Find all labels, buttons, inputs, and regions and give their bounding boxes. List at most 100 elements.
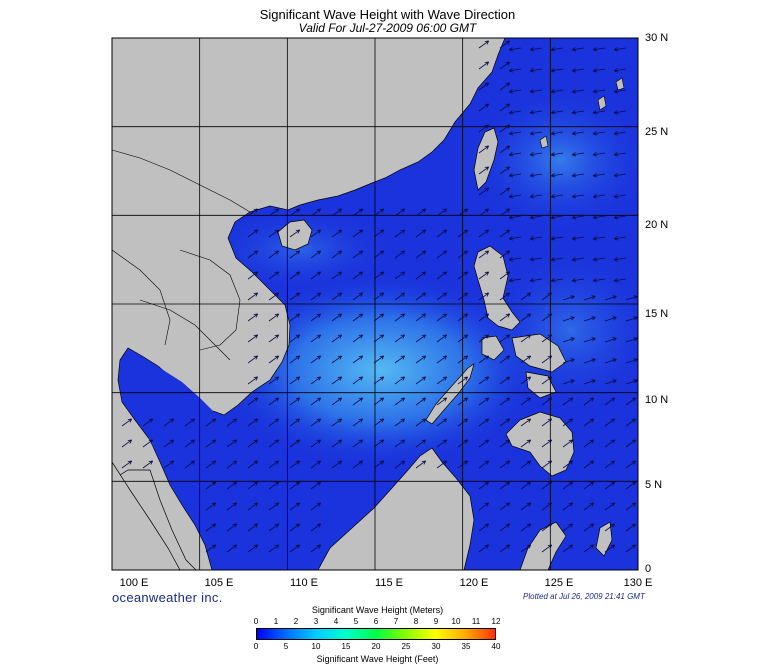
wave-direction-arrow (436, 376, 448, 385)
wave-direction-arrow (436, 208, 448, 217)
lat-label-0: 0 (645, 563, 652, 575)
feet-tick-label: 40 (491, 642, 501, 651)
feet-tick-label: 0 (253, 642, 259, 651)
wave-direction-arrow (499, 40, 511, 49)
wave-direction-arrow (550, 68, 564, 73)
wave-direction-arrow (613, 215, 627, 220)
wave-direction-arrow (541, 481, 553, 490)
wave-direction-arrow (310, 208, 322, 217)
wave-direction-arrow (394, 271, 406, 280)
wave-direction-arrow (331, 397, 343, 406)
wave-direction-arrow (310, 229, 322, 238)
wave-direction-arrow (520, 439, 532, 448)
wave-direction-arrow (571, 194, 585, 199)
lat-label-25n: 25 N (645, 126, 669, 138)
wave-direction-arrow (415, 460, 427, 469)
wave-direction-arrow (541, 502, 553, 511)
wave-direction-arrow (289, 523, 301, 532)
wave-direction-arrow (415, 439, 427, 448)
wave-direction-arrow (268, 271, 280, 280)
meter-tick-label: 4 (333, 617, 339, 626)
colorbar-title-feet: Significant Wave Height (Feet) (316, 654, 439, 664)
wave-direction-arrow (520, 544, 532, 553)
wave-direction-arrow (205, 439, 217, 448)
wave-direction-arrow (604, 481, 616, 490)
wave-direction-arrow (613, 47, 627, 52)
meter-tick-label: 10 (451, 617, 461, 626)
wave-direction-arrow (268, 334, 280, 343)
wave-direction-arrow (247, 502, 259, 511)
wave-direction-arrow (310, 460, 322, 469)
wave-direction-arrow (499, 376, 511, 385)
wave-direction-arrow (142, 418, 154, 427)
wave-direction-arrow (289, 502, 301, 511)
wave-direction-arrow (289, 271, 301, 280)
wave-direction-arrow (541, 376, 553, 385)
wave-direction-arrow (247, 481, 259, 490)
wave-direction-arrow (562, 439, 574, 448)
wave-direction-arrow (352, 397, 364, 406)
wave-direction-arrow (457, 418, 469, 427)
wave-direction-arrow (529, 68, 543, 73)
wave-direction-arrow (625, 295, 638, 301)
wave-direction-arrow (289, 376, 301, 385)
wave-direction-arrow (520, 397, 532, 406)
wave-direction-arrow (457, 439, 469, 448)
wave-direction-arrow (562, 397, 574, 406)
wave-direction-arrow (520, 334, 532, 343)
wave-direction-arrow (583, 460, 595, 469)
wave-direction-arrow (310, 502, 322, 511)
wave-direction-arrow (508, 47, 522, 52)
wave-direction-arrow (529, 89, 543, 94)
wave-direction-arrow (499, 313, 511, 322)
wave-direction-arrow (289, 250, 301, 259)
wave-direction-arrow (352, 208, 364, 217)
wave-direction-arrow (247, 208, 259, 217)
wave-direction-arrow (163, 418, 175, 427)
wave-direction-arrow (550, 215, 564, 220)
wave-direction-arrow (184, 418, 196, 427)
wave-direction-arrow (394, 418, 406, 427)
wave-direction-arrow (592, 152, 606, 157)
meter-tick-label: 0 (253, 617, 259, 626)
wave-direction-arrow (121, 418, 133, 427)
wave-direction-arrow (457, 460, 469, 469)
wave-direction-arrow (529, 257, 543, 262)
wave-direction-arrow (613, 236, 627, 241)
feet-tick-label: 30 (431, 642, 441, 651)
wave-direction-arrow (583, 523, 595, 532)
wave-direction-arrow (478, 250, 490, 259)
wave-direction-arrow (625, 544, 637, 553)
meter-tick-label: 2 (293, 617, 299, 626)
brand-logo-text: oceanweather inc. (112, 590, 223, 605)
wave-direction-arrow (478, 61, 490, 70)
wave-direction-arrow (394, 229, 406, 238)
meter-tick-label: 3 (313, 617, 319, 626)
wave-direction-arrow (508, 152, 522, 157)
wave-direction-arrow (142, 460, 154, 469)
wave-direction-arrow (478, 460, 490, 469)
wave-direction-arrow (373, 418, 385, 427)
wave-direction-arrow (583, 481, 595, 490)
wave-direction-arrow (436, 229, 448, 238)
wave-direction-arrow (310, 481, 322, 490)
wave-direction-arrow (562, 316, 575, 322)
wave-direction-arrow (289, 397, 301, 406)
wave-direction-arrow (508, 89, 522, 94)
wave-direction-arrow (571, 110, 585, 115)
wave-direction-arrow (541, 334, 553, 343)
wave-direction-arrow (562, 379, 575, 385)
wave-direction-arrow (562, 418, 574, 427)
wave-direction-arrow (562, 295, 575, 301)
lon-label-110e: 110 E (290, 577, 318, 589)
meter-tick-label: 5 (353, 617, 359, 626)
wave-direction-arrow (529, 131, 543, 136)
wave-direction-arrow (352, 376, 364, 385)
wave-direction-arrow (508, 68, 522, 73)
wave-direction-arrow (520, 292, 532, 301)
feet-tick-label: 25 (401, 642, 411, 651)
wave-direction-arrow (592, 215, 606, 220)
wave-direction-arrow (268, 481, 280, 490)
wave-direction-arrow (499, 502, 511, 511)
wave-direction-arrow (436, 397, 448, 406)
